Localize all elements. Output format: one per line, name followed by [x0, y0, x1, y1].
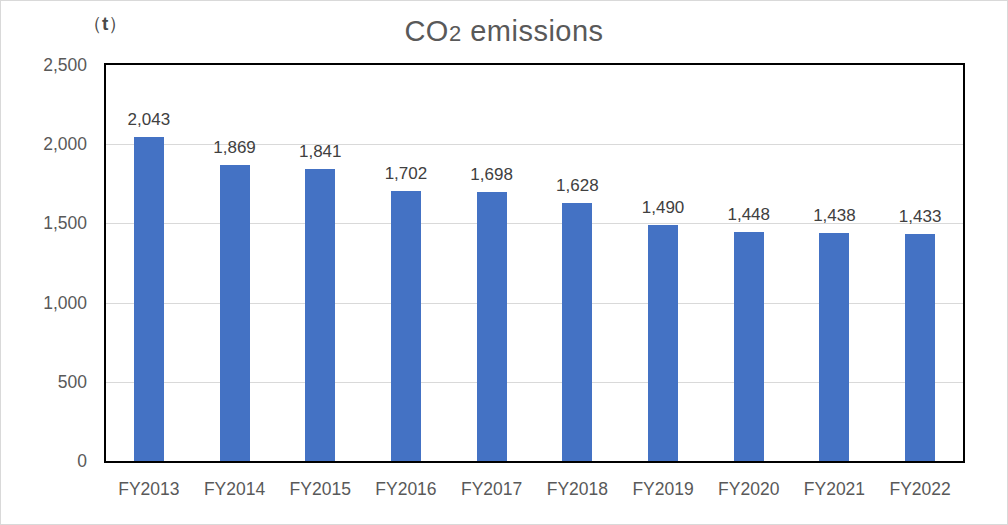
bar-FY2022: [905, 234, 935, 461]
bar-FY2014: [220, 165, 250, 461]
data-label: 1,438: [789, 206, 879, 226]
co2-emissions-bar-chart: （t） CO2 emissions 2,0431,8691,8411,7021,…: [0, 0, 1008, 525]
data-label: 2,043: [104, 110, 194, 130]
plot-area: 2,043 1,8691,8411,7021,6981,6281,4901,448…: [104, 63, 965, 463]
x-tick-label-FY2017: FY2017: [447, 479, 537, 500]
data-label: 1,448: [704, 205, 794, 225]
x-tick-label-FY2022: FY2022: [875, 479, 965, 500]
x-tick-label-FY2014: FY2014: [190, 479, 280, 500]
chart-title-rest: emissions: [462, 15, 604, 47]
y-tick-label: 1,000: [9, 292, 87, 314]
data-label: 1,433: [875, 207, 965, 227]
y-tick-label: 500: [9, 371, 87, 393]
data-label: 1,628: [532, 176, 622, 196]
bar-FY2020: [734, 232, 764, 461]
x-tick-label-FY2021: FY2021: [789, 479, 879, 500]
bar-FY2019: [648, 225, 678, 461]
data-label: 1,490: [618, 198, 708, 218]
bar-FY2015: [305, 169, 335, 461]
data-label: 1,698: [447, 165, 537, 185]
y-tick-label: 2,500: [9, 54, 87, 76]
x-tick-label-FY2018: FY2018: [532, 479, 622, 500]
x-tick-label-FY2013: FY2013: [104, 479, 194, 500]
y-tick-label: 1,500: [9, 212, 87, 234]
y-tick-label: 0: [9, 450, 87, 472]
bar-FY2016: [391, 191, 421, 461]
data-label: 1,702: [361, 164, 451, 184]
x-tick-label-FY2020: FY2020: [704, 479, 794, 500]
y-tick-label: 2,000: [9, 133, 87, 155]
data-label: 1,841: [275, 142, 365, 162]
bar-FY2017: [477, 192, 507, 461]
chart-title-subscript: 2: [449, 21, 462, 46]
chart-title: CO2 emissions: [1, 15, 1007, 48]
bar-FY2018: [562, 203, 592, 461]
x-tick-label-FY2016: FY2016: [361, 479, 451, 500]
bar-FY2021: [819, 233, 849, 461]
x-tick-label-FY2015: FY2015: [275, 479, 365, 500]
bar-FY2013: [134, 137, 164, 461]
x-tick-label-FY2019: FY2019: [618, 479, 708, 500]
data-label: 1,869: [190, 138, 280, 158]
chart-title-main: CO: [404, 15, 449, 47]
